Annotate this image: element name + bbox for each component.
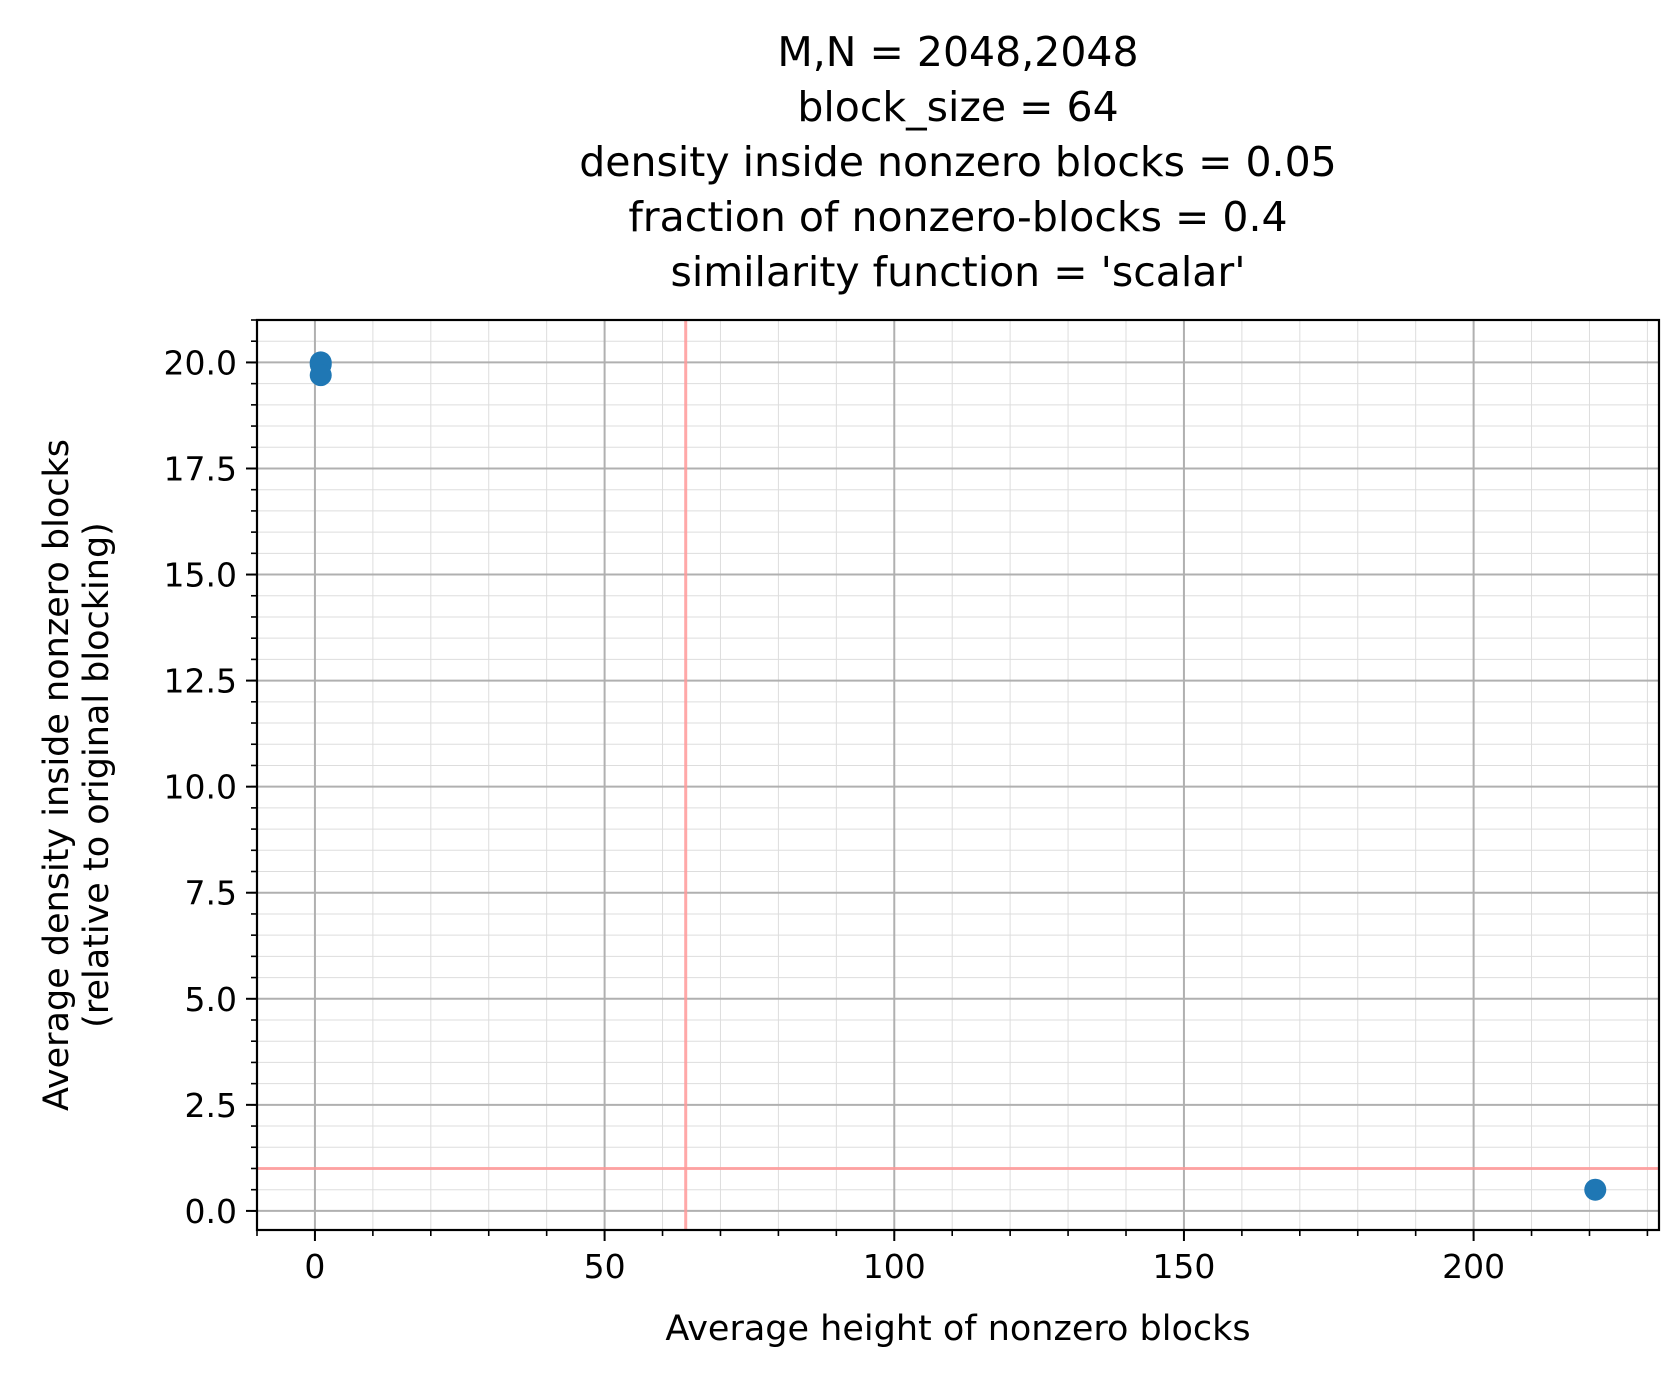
x-tick-label: 200	[1442, 1247, 1505, 1286]
y-tick-label: 12.5	[164, 662, 237, 701]
y-tick-label: 7.5	[185, 874, 237, 913]
x-tick-label: 150	[1152, 1247, 1215, 1286]
y-tick-label: 10.0	[164, 768, 237, 807]
reference-lines	[257, 320, 1659, 1230]
x-axis-ticks: 0 50 100 150 200	[256, 1230, 1649, 1286]
chart-title: M,N = 2048,2048 block_size = 64 density in…	[579, 28, 1337, 296]
data-points	[309, 351, 1607, 1201]
y-axis-ticks: 0.0 2.5 5.0 7.5 10.0 12.5 15.0 17.5 20.0	[164, 319, 257, 1231]
title-line-2: block_size = 64	[797, 83, 1118, 131]
major-grid	[257, 320, 1659, 1230]
x-tick-label: 50	[584, 1247, 626, 1286]
y-axis-label-line-2: (relative to original blocking)	[77, 522, 117, 1028]
x-tick-label: 0	[304, 1247, 325, 1286]
y-tick-label: 17.5	[164, 449, 237, 488]
y-tick-label: 15.0	[164, 556, 237, 595]
y-tick-label: 5.0	[185, 980, 237, 1019]
y-tick-label: 0.0	[185, 1192, 237, 1231]
title-line-5: similarity function = 'scalar'	[670, 248, 1245, 296]
data-point	[309, 364, 332, 387]
title-line-3: density inside nonzero blocks = 0.05	[579, 138, 1337, 186]
data-point	[1584, 1178, 1607, 1201]
y-axis-label: Average density inside nonzero blocks (re…	[37, 439, 117, 1111]
x-axis-label: Average height of nonzero blocks	[665, 1309, 1250, 1349]
minor-grid	[256, 319, 1659, 1230]
y-tick-label: 20.0	[164, 343, 237, 382]
title-line-1: M,N = 2048,2048	[777, 28, 1138, 76]
title-line-4: fraction of nonzero-blocks = 0.4	[628, 193, 1287, 241]
y-axis-label-line-1: Average density inside nonzero blocks	[37, 439, 77, 1111]
x-tick-label: 100	[863, 1247, 926, 1286]
plot-frame	[255, 318, 1661, 1232]
y-tick-label: 2.5	[185, 1086, 237, 1125]
